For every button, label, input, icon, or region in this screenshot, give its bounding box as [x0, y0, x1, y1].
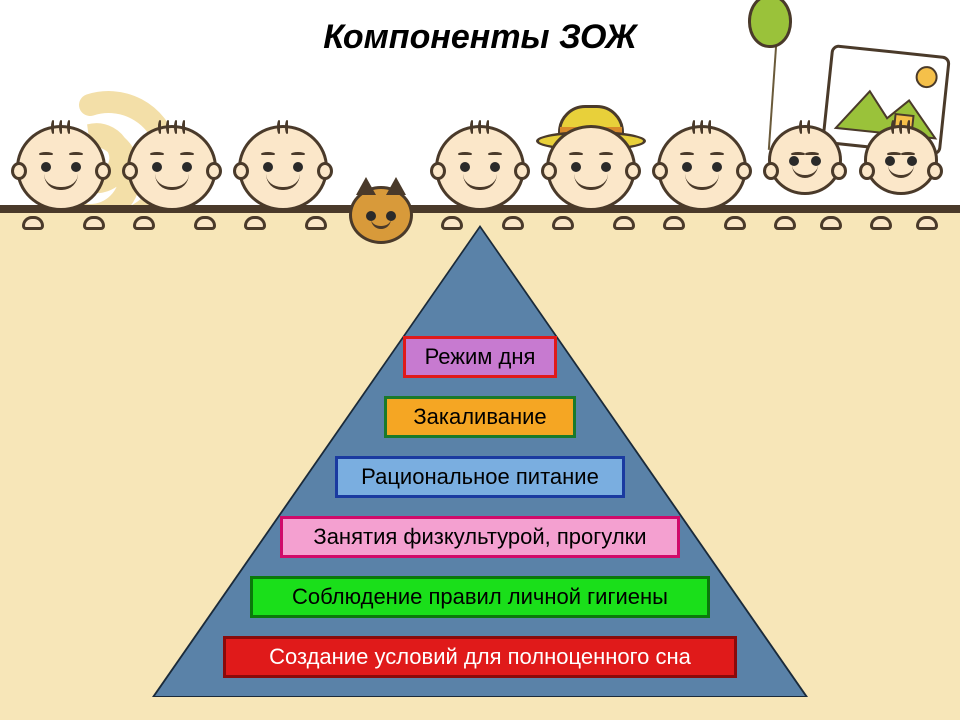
child-face — [435, 125, 530, 220]
child-face — [127, 125, 222, 220]
pyramid-level-5: Создание условий для полноценного сна — [223, 636, 737, 678]
pyramid-level-4: Соблюдение правил личной гигиены — [250, 576, 710, 618]
pyramid-level-3: Занятия физкультурой, прогулки — [280, 516, 680, 558]
pyramid-level-2: Рациональное питание — [335, 456, 625, 498]
pyramid-levels: Режим дня Закаливание Рациональное питание… — [155, 228, 805, 696]
child-face — [238, 125, 333, 220]
child-face — [864, 125, 944, 220]
pyramid-level-0: Режим дня — [403, 336, 557, 378]
pyramid-level-1: Закаливание — [384, 396, 576, 438]
child-face-hat — [546, 125, 641, 220]
children-faces-row — [0, 80, 960, 220]
pyramid-diagram: Режим дня Закаливание Рациональное питание… — [155, 228, 805, 696]
child-face — [16, 125, 111, 220]
page-title: Компоненты ЗОЖ — [0, 0, 960, 57]
child-face — [768, 125, 848, 220]
child-face — [657, 125, 752, 220]
